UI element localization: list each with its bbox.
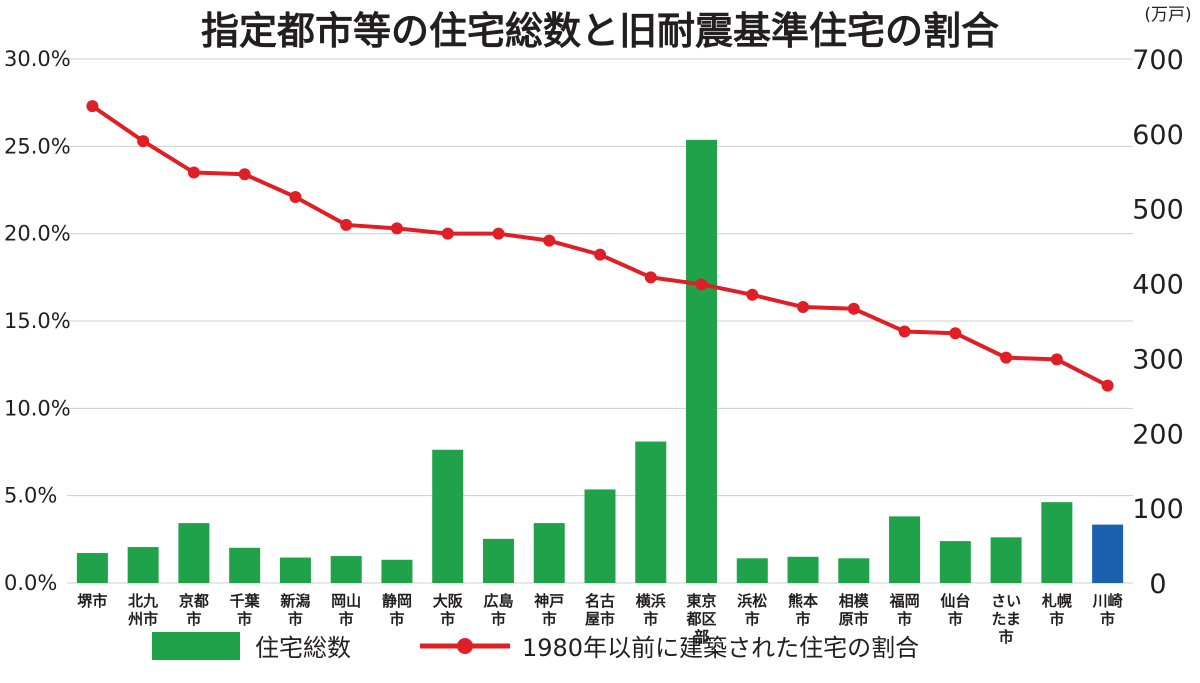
category-label: 横浜市 (636, 592, 666, 628)
line-point (543, 234, 556, 247)
right-axis-unit: (万戸) (1144, 5, 1191, 25)
category-label: 新潟市 (280, 592, 310, 628)
line-point (86, 100, 99, 113)
line-point (390, 222, 403, 235)
left-axis-ticks: 0.0% 5.0% 10.0% 15.0% 20.0% 25.0% 30.0% (4, 47, 71, 595)
line-point (1050, 353, 1063, 366)
legend-line-marker (457, 638, 473, 654)
bar (127, 547, 159, 583)
category-label: 神戸市 (534, 592, 564, 628)
bar (279, 557, 311, 583)
category-label: 浜松市 (737, 592, 767, 628)
right-tick-label: 200 (1132, 419, 1184, 450)
bar (635, 441, 667, 583)
gridlines (67, 58, 1133, 584)
left-tick-label: 10.0% (4, 396, 71, 420)
category-label: 札幌市 (1041, 592, 1072, 628)
category-label: 仙台市 (940, 592, 970, 628)
bar (178, 523, 210, 583)
legend: 住宅総数 1980年以前に建築された住宅の割合 (152, 632, 919, 662)
left-tick-label: 15.0% (4, 309, 71, 333)
line-point (898, 325, 911, 338)
category-label: 相模原市 (839, 592, 870, 628)
line-point (797, 301, 810, 314)
right-tick-label: 300 (1132, 344, 1184, 375)
right-tick-label: 700 (1132, 45, 1184, 76)
left-tick-label: 30.0% (4, 47, 71, 71)
bar (432, 449, 464, 583)
bar (939, 541, 971, 583)
left-tick-label: 5.0% (4, 484, 57, 508)
left-tick-label: 25.0% (4, 134, 71, 158)
bar (76, 553, 108, 583)
line-point (187, 166, 200, 179)
bar (736, 558, 768, 583)
right-tick-label: 0 (1149, 569, 1166, 600)
line-point (695, 278, 708, 291)
bar (229, 547, 261, 583)
bar-series (76, 139, 1124, 584)
left-tick-label: 20.0% (4, 222, 71, 246)
line-point (340, 218, 353, 231)
line-point (847, 302, 860, 315)
category-label: 北九州市 (127, 592, 158, 628)
line-point (644, 271, 657, 284)
bar (482, 538, 514, 583)
right-axis-ticks: 0 100 200 300 400 500 600 700 (1132, 45, 1184, 600)
line-series (86, 100, 1114, 392)
line-point (594, 248, 606, 261)
line-point (1101, 379, 1114, 392)
right-tick-label: 400 (1132, 270, 1184, 301)
right-tick-label: 500 (1132, 195, 1184, 226)
bar (1092, 524, 1124, 583)
bar (584, 489, 616, 583)
category-label: さいたま市 (991, 592, 1021, 646)
right-tick-label: 600 (1132, 120, 1184, 151)
legend-line-label: 1980年以前に建築された住宅の割合 (522, 634, 919, 662)
category-label: 大阪市 (433, 592, 464, 628)
bar (686, 139, 718, 584)
bar (1041, 502, 1073, 583)
line-point (492, 227, 505, 240)
bar (533, 523, 565, 583)
category-label: 東京都区部 (686, 592, 717, 646)
bar (787, 556, 819, 583)
category-label: 岡山市 (331, 592, 361, 628)
bar (990, 537, 1022, 583)
legend-bar-label: 住宅総数 (255, 634, 351, 662)
line-point (949, 327, 962, 340)
line-point (238, 168, 251, 181)
left-tick-label: 0.0% (4, 571, 57, 595)
chart-title: 指定都市等の住宅総数と旧耐震基準住宅の割合 (201, 9, 999, 53)
line-point (746, 288, 759, 301)
bar (838, 558, 870, 583)
line-point (1000, 351, 1013, 364)
bar (889, 516, 921, 583)
category-labels: 堺市 北九州市京都市千葉市新潟市岡山市静岡市大阪市広島市神戸市名古屋市横浜市東京都… (77, 592, 1122, 646)
legend-bar-swatch (152, 632, 240, 660)
category-label: 千葉市 (230, 592, 261, 628)
category-label: 福岡市 (889, 592, 920, 628)
category-label: 静岡市 (382, 592, 412, 628)
line-point (441, 227, 454, 240)
bar (330, 556, 362, 583)
line-point (137, 135, 150, 148)
category-label: 広島市 (483, 592, 513, 628)
category-label: 名古屋市 (585, 592, 615, 628)
series-line (91, 104, 1109, 388)
category-label: 川崎市 (1092, 592, 1123, 628)
category-label: 京都市 (179, 592, 209, 628)
line-point (289, 190, 302, 203)
bar (381, 559, 413, 583)
right-tick-label: 100 (1132, 494, 1184, 525)
category-label: 堺市 (77, 592, 107, 610)
category-label: 熊本市 (788, 592, 818, 628)
